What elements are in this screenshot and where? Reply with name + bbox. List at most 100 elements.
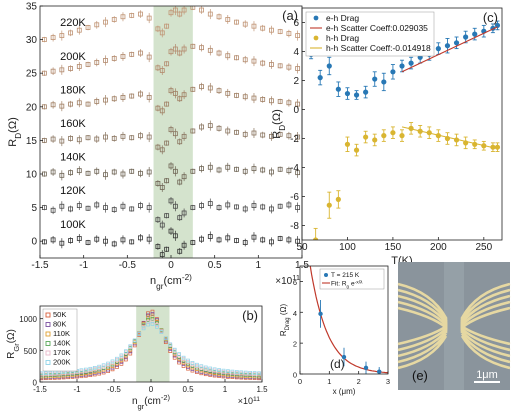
data-point xyxy=(76,27,82,33)
data-point xyxy=(163,336,168,341)
series-200K xyxy=(41,43,301,76)
data-point xyxy=(172,233,178,239)
data-point xyxy=(207,234,213,239)
data-point xyxy=(70,375,75,379)
data-point xyxy=(181,92,187,98)
data-point xyxy=(186,358,190,363)
electrode-lead xyxy=(460,294,511,330)
series-200K xyxy=(40,322,261,376)
y-tick-label: -8 xyxy=(290,221,299,232)
data-point xyxy=(76,100,82,106)
data-point xyxy=(221,368,226,373)
data-point xyxy=(181,46,187,52)
data-point xyxy=(103,58,108,63)
data-point xyxy=(159,147,165,153)
data-point xyxy=(269,62,274,67)
data-point xyxy=(159,68,165,73)
data-point xyxy=(190,205,196,211)
data-point xyxy=(159,185,165,190)
legend-marker xyxy=(324,273,328,277)
data-point xyxy=(101,363,106,368)
data-point xyxy=(317,75,323,81)
data-point xyxy=(177,139,183,145)
data-point xyxy=(372,76,378,82)
x-tick-label: 150 xyxy=(385,242,402,253)
data-point xyxy=(221,374,226,379)
legend-label: T = 215 K xyxy=(331,272,360,279)
data-point xyxy=(75,374,79,379)
data-point xyxy=(313,237,319,240)
series-180K xyxy=(41,82,301,116)
data-point xyxy=(111,17,117,22)
data-point xyxy=(234,375,239,380)
y-tick-label: 0 xyxy=(31,237,37,248)
data-point xyxy=(146,169,152,175)
data-point xyxy=(155,105,161,111)
data-point xyxy=(277,99,283,104)
data-point xyxy=(172,203,178,209)
data-point xyxy=(115,365,119,369)
data-point xyxy=(363,365,369,371)
electrode-lead xyxy=(460,282,511,326)
electrode-lead xyxy=(397,327,447,352)
x-tick-label: 100 xyxy=(339,242,356,253)
data-point xyxy=(199,7,204,13)
data-point xyxy=(494,22,501,28)
data-point xyxy=(138,11,143,17)
series-160K xyxy=(41,120,301,155)
data-point xyxy=(286,237,292,243)
data-point xyxy=(111,56,117,61)
data-point xyxy=(199,84,204,90)
data-point xyxy=(150,312,155,316)
data-point xyxy=(199,166,204,172)
data-point xyxy=(177,179,183,185)
data-point xyxy=(111,207,117,213)
y-tick-label: 5 xyxy=(31,203,37,214)
data-point xyxy=(242,94,248,100)
data-point xyxy=(155,65,161,71)
data-point xyxy=(59,67,65,73)
data-point xyxy=(251,130,257,136)
data-point xyxy=(217,368,221,372)
data-point xyxy=(164,61,170,67)
data-point xyxy=(326,63,332,69)
electrode-lead xyxy=(397,294,448,330)
data-point xyxy=(88,366,93,371)
data-point xyxy=(97,364,102,369)
data-point xyxy=(155,324,159,329)
data-point xyxy=(269,206,274,212)
data-point xyxy=(225,235,231,241)
data-point xyxy=(181,133,187,139)
y-tick-label: -2 xyxy=(290,134,299,145)
data-point xyxy=(216,50,222,56)
data-point xyxy=(146,313,150,318)
legend-label: 110K xyxy=(53,329,70,338)
data-point xyxy=(363,89,369,95)
data-point xyxy=(295,66,301,71)
data-point xyxy=(295,205,301,211)
panel-label: (e) xyxy=(412,368,428,383)
data-point xyxy=(146,317,150,322)
data-point xyxy=(277,29,283,34)
data-point xyxy=(138,50,143,56)
data-point xyxy=(226,374,230,379)
data-point xyxy=(251,95,257,101)
x-tick-label: 0 xyxy=(298,377,302,386)
x-axis-label: ngr(cm-2) xyxy=(132,393,171,411)
y-tick-label: 6 xyxy=(293,278,297,287)
y-tick-label: 10 xyxy=(26,170,38,181)
data-point xyxy=(269,239,274,245)
data-point xyxy=(216,125,222,131)
electrode-lead xyxy=(397,325,447,346)
legend-label: 80K xyxy=(53,320,66,329)
data-point xyxy=(269,98,274,104)
y-tick-label: 0 xyxy=(33,379,38,388)
y-tick-label: 25 xyxy=(26,69,38,80)
data-point xyxy=(234,166,239,172)
x-tick-label: 1 xyxy=(256,260,262,271)
data-point xyxy=(159,108,165,114)
data-point xyxy=(207,11,213,17)
data-point xyxy=(138,235,143,241)
